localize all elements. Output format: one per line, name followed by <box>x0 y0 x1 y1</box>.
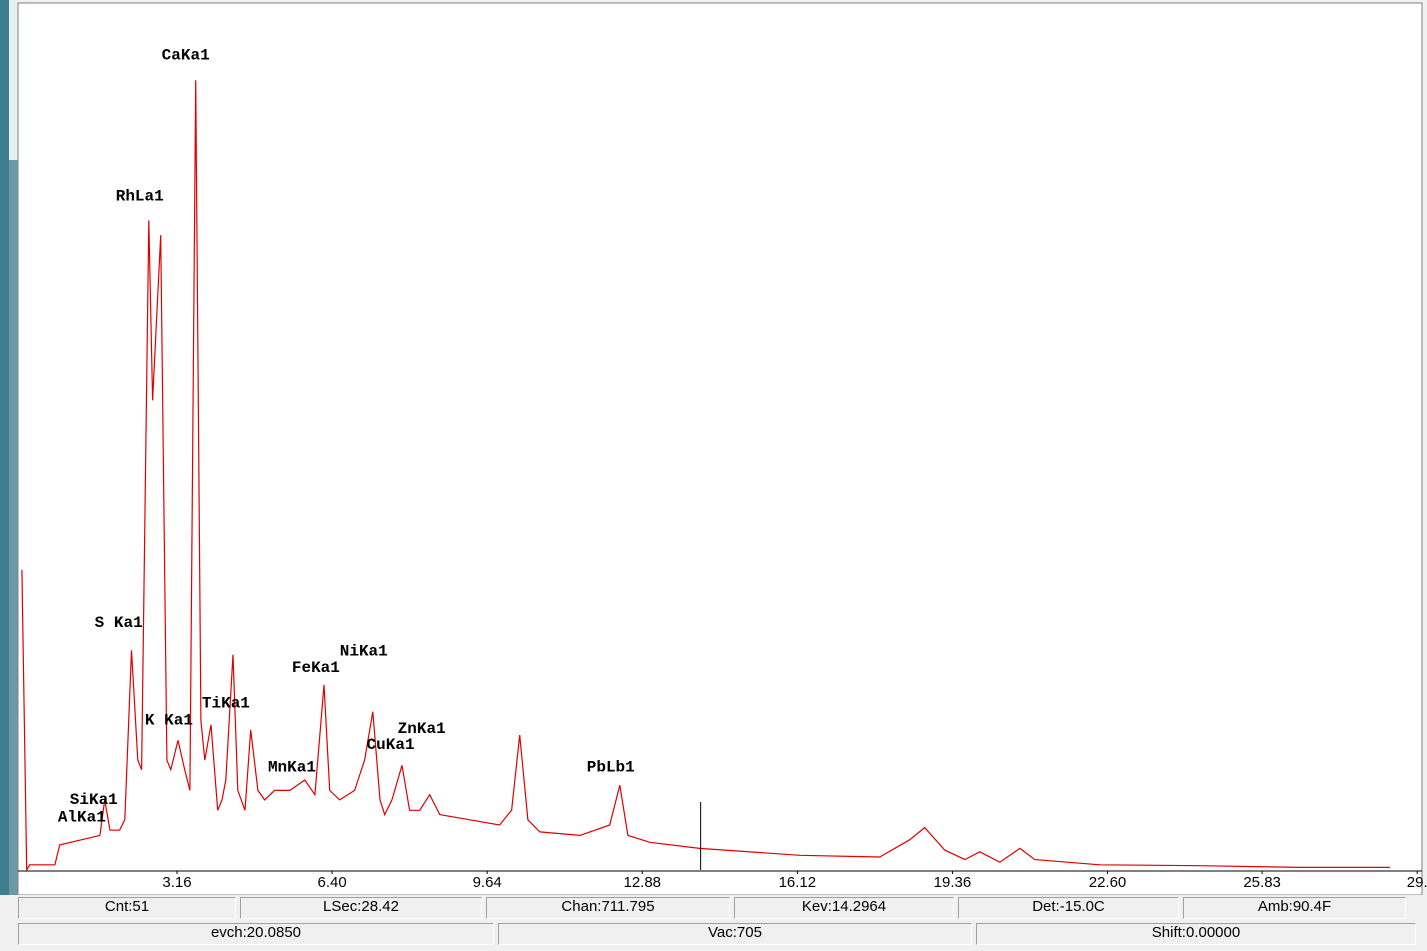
status-row: Cnt:51 LSec:28.42 Chan:711.795 Kev:14.2964 D… <box>18 897 1422 919</box>
x-tick-label: 29. <box>1407 874 1427 891</box>
peak-label: PbLb1 <box>587 758 635 776</box>
x-tick-label: 6.40 <box>317 874 346 891</box>
peak-label: S Ka1 <box>95 614 143 632</box>
status-field: evch:20.0850 <box>18 923 494 945</box>
status-field: Cnt:51 <box>18 897 236 919</box>
peak-label: NiKa1 <box>340 642 388 660</box>
peak-label: RhLa1 <box>116 187 164 205</box>
spectrum-line <box>21 80 1390 873</box>
peak-label: ZnKa1 <box>398 720 446 738</box>
status-field: Kev:14.2964 <box>734 897 954 919</box>
x-tick-label: 25.83 <box>1243 874 1281 891</box>
plot-area <box>17 2 1423 895</box>
status-field: LSec:28.42 <box>240 897 482 919</box>
x-tick-label: 12.88 <box>623 874 661 891</box>
peak-label: AlKa1 <box>58 808 106 826</box>
x-tick-label: 9.64 <box>473 874 502 891</box>
status-field: Chan:711.795 <box>486 897 730 919</box>
status-row: evch:20.0850 Vac:705 Shift:0.00000 <box>18 923 1422 945</box>
status-field: Vac:705 <box>498 923 972 945</box>
x-tick-label: 16.12 <box>779 874 817 891</box>
peak-label: SiKa1 <box>70 791 118 809</box>
window-border <box>9 0 18 895</box>
peak-label: TiKa1 <box>202 694 250 712</box>
peak-label: CaKa1 <box>162 46 210 64</box>
scroll-thumb[interactable] <box>9 0 18 160</box>
status-field: Det:-15.0C <box>958 897 1179 919</box>
status-field: Shift:0.00000 <box>976 923 1416 945</box>
x-tick-label: 19.36 <box>934 874 972 891</box>
peak-label: K Ka1 <box>145 712 193 730</box>
x-tick-label: 22.60 <box>1089 874 1127 891</box>
x-tick-label: 3.16 <box>162 874 191 891</box>
peak-label: MnKa1 <box>268 758 316 776</box>
peak-label: CuKa1 <box>367 736 415 754</box>
status-field: Amb:90.4F <box>1183 897 1406 919</box>
peak-label: FeKa1 <box>292 659 340 677</box>
window-border <box>0 0 9 895</box>
